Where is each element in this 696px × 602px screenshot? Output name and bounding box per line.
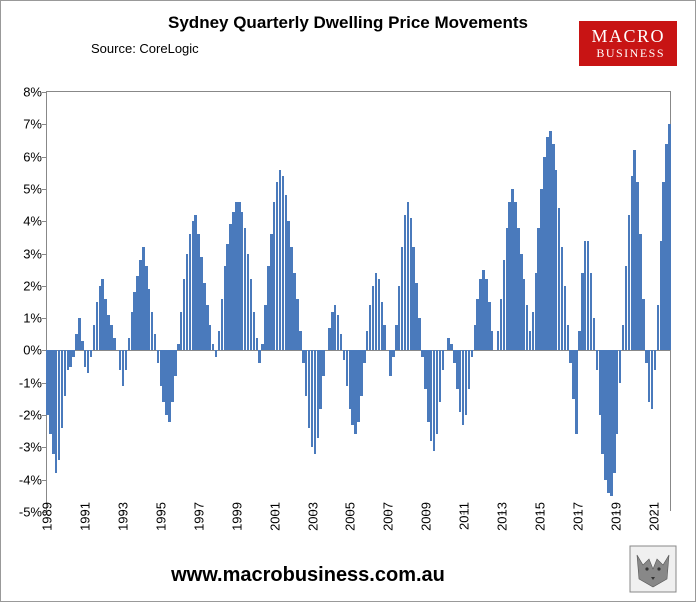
data-bar <box>363 350 365 363</box>
data-bar <box>442 350 444 369</box>
brand-logo: MACRO BUSINESS <box>579 21 677 66</box>
x-tick-label: 1993 <box>116 502 131 531</box>
data-bar <box>72 350 74 356</box>
data-bar <box>619 350 621 382</box>
y-tick-mark <box>42 254 46 255</box>
x-tick-label: 2003 <box>305 502 320 531</box>
x-tick-label: 1997 <box>191 502 206 531</box>
y-tick-label: -1% <box>4 375 42 390</box>
chart-frame: Sydney Quarterly Dwelling Price Movement… <box>0 0 696 602</box>
data-bar <box>125 350 127 369</box>
data-bar <box>258 350 260 363</box>
data-bar <box>90 350 92 356</box>
x-tick-label: 1991 <box>78 502 93 531</box>
y-tick-label: -3% <box>4 440 42 455</box>
y-tick-mark <box>42 157 46 158</box>
data-bar <box>113 338 115 351</box>
y-tick-label: 3% <box>4 246 42 261</box>
y-tick-mark <box>42 447 46 448</box>
data-bar <box>154 334 156 350</box>
data-bar <box>392 350 394 356</box>
x-tick-label: 1995 <box>154 502 169 531</box>
y-tick-label: -5% <box>4 505 42 520</box>
x-tick-label: 2011 <box>457 502 472 530</box>
data-bar <box>654 350 656 369</box>
x-tick-label: 2013 <box>494 502 509 531</box>
website-url: www.macrobusiness.com.au <box>1 564 615 587</box>
data-bar <box>322 350 324 376</box>
data-bar <box>668 124 670 350</box>
data-bar <box>471 350 473 356</box>
x-tick-label: 2009 <box>419 502 434 531</box>
x-tick-label: 2017 <box>570 502 585 531</box>
y-tick-label: -2% <box>4 408 42 423</box>
data-bar <box>418 318 420 350</box>
y-tick-mark <box>42 286 46 287</box>
source-label: Source: CoreLogic <box>91 41 199 56</box>
data-bar <box>81 341 83 351</box>
y-tick-mark <box>42 480 46 481</box>
x-tick-label: 1999 <box>229 502 244 531</box>
y-tick-mark <box>42 318 46 319</box>
x-tick-label: 2005 <box>343 502 358 531</box>
logo-line1: MACRO <box>591 27 665 47</box>
chart-plot-area: -5%-4%-3%-2%-1%0%1%2%3%4%5%6%7%8%1989199… <box>46 91 671 511</box>
y-tick-label: 5% <box>4 181 42 196</box>
x-tick-label: 2015 <box>532 502 547 531</box>
y-tick-mark <box>42 92 46 93</box>
x-tick-label: 2007 <box>381 502 396 531</box>
data-bar <box>383 325 385 351</box>
logo-line2: BUSINESS <box>591 47 665 60</box>
y-tick-label: 0% <box>4 343 42 358</box>
x-tick-label: 2019 <box>608 502 623 531</box>
y-tick-label: 4% <box>4 214 42 229</box>
x-tick-label: 2001 <box>267 502 282 531</box>
data-bar <box>174 350 176 376</box>
x-tick-label: 1989 <box>40 502 55 531</box>
x-tick-label: 2021 <box>646 502 661 531</box>
y-tick-mark <box>42 124 46 125</box>
y-tick-mark <box>42 189 46 190</box>
data-bar <box>575 350 577 434</box>
fox-icon <box>629 545 677 593</box>
data-bar <box>340 334 342 350</box>
data-bar <box>215 350 217 356</box>
y-tick-label: 8% <box>4 85 42 100</box>
y-tick-mark <box>42 221 46 222</box>
data-bar <box>256 338 258 351</box>
y-tick-label: 2% <box>4 278 42 293</box>
data-bar <box>491 331 493 350</box>
data-bar <box>299 331 301 350</box>
y-tick-mark <box>42 415 46 416</box>
y-tick-label: -4% <box>4 472 42 487</box>
data-bar <box>567 325 569 351</box>
data-bar <box>593 318 595 350</box>
y-tick-label: 7% <box>4 117 42 132</box>
y-tick-label: 6% <box>4 149 42 164</box>
y-tick-label: 1% <box>4 311 42 326</box>
y-axis-line <box>46 92 47 511</box>
data-bar <box>642 299 644 351</box>
